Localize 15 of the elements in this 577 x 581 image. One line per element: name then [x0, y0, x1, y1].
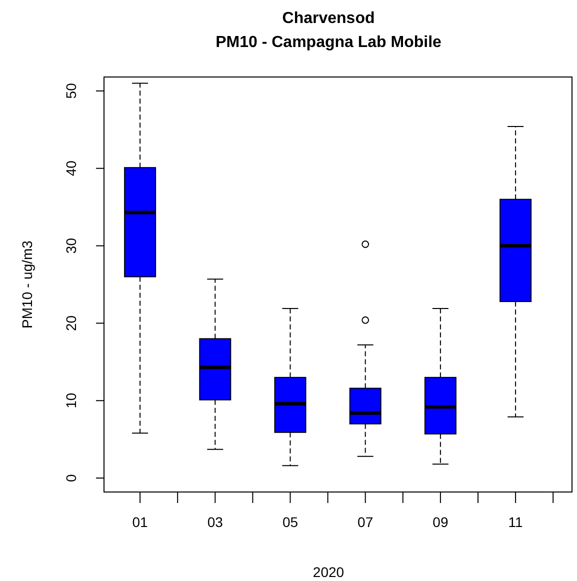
x-tick-label: 01: [132, 514, 148, 530]
x-tick-label: 07: [358, 514, 374, 530]
y-tick-label: 0: [63, 474, 79, 482]
y-tick-label: 40: [63, 160, 79, 176]
y-tick-label: 10: [63, 392, 79, 408]
y-tick-label: 30: [63, 238, 79, 254]
x-tick-label: 05: [282, 514, 298, 530]
y-tick-label: 20: [63, 315, 79, 331]
y-tick-label: 50: [63, 82, 79, 99]
chart-title: Charvensod PM10 - Campagna Lab Mobile: [216, 10, 442, 51]
x-axis-title: 2020: [312, 564, 344, 580]
x-tick-label: 11: [508, 514, 524, 530]
x-tick-label: 03: [207, 514, 224, 530]
y-axis-title: PM10 - ug/m3: [19, 240, 35, 328]
x-tick-label: 09: [432, 514, 448, 530]
